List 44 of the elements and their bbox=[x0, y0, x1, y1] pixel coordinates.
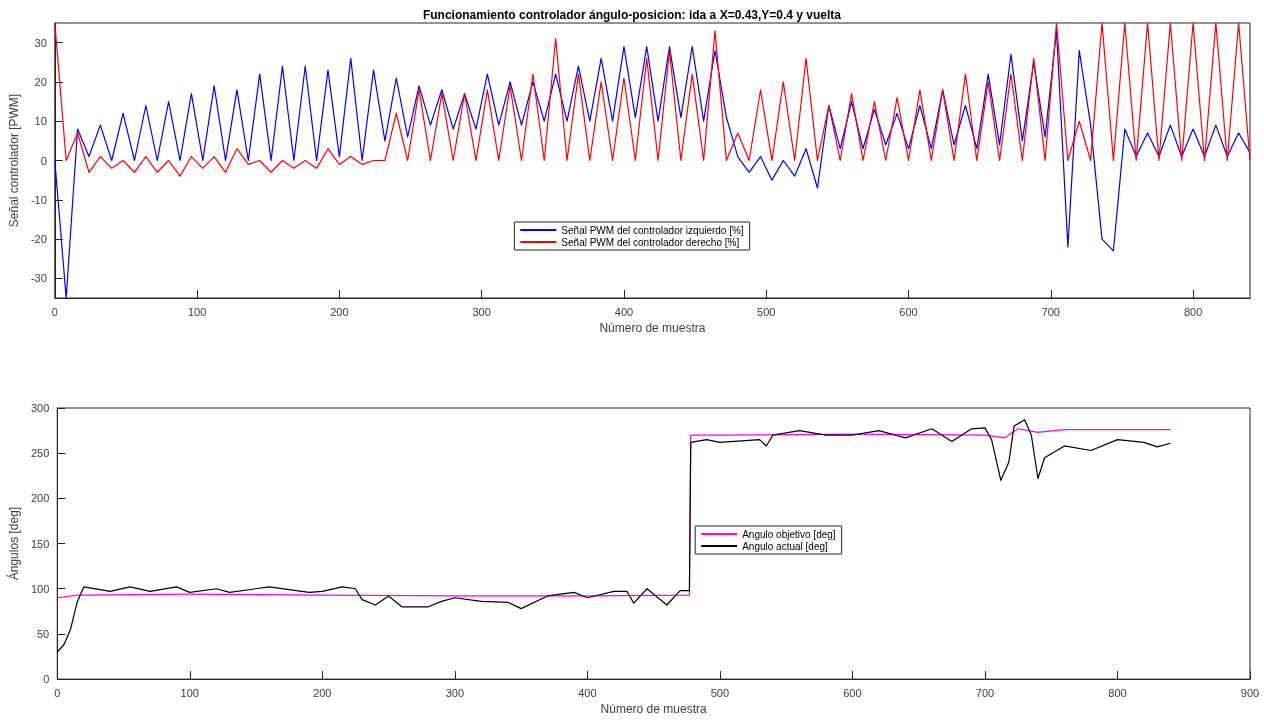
x-tick-label: 0 bbox=[54, 686, 61, 699]
y-tick-label: 30 bbox=[34, 36, 47, 49]
x-tick-label: 700 bbox=[975, 686, 995, 699]
y-tick-label: 0 bbox=[40, 154, 47, 167]
x-tick-label: 400 bbox=[578, 686, 597, 699]
line-series bbox=[54, 22, 1251, 177]
y-tick-label: -10 bbox=[30, 193, 47, 206]
x-tick-label: 300 bbox=[472, 305, 491, 318]
y-tick-label: -30 bbox=[30, 272, 47, 285]
y-tick-label: 10 bbox=[34, 115, 47, 128]
legend-label: Señal PWM del controlador derecho [%] bbox=[561, 236, 740, 248]
x-tick-label: 300 bbox=[445, 686, 465, 699]
x-tick-label: 100 bbox=[180, 686, 199, 699]
y-tick-label: 50 bbox=[37, 627, 50, 640]
x-axis-title: Número de muestra bbox=[599, 320, 706, 335]
x-tick-label: 500 bbox=[710, 686, 730, 699]
y-tick-label: 250 bbox=[30, 447, 50, 460]
legend-label: Señal PWM del controlador izquierdo [%] bbox=[561, 224, 744, 236]
x-tick-label: 0 bbox=[51, 305, 58, 318]
y-tick-label: 200 bbox=[30, 492, 50, 505]
x-tick-label: 600 bbox=[843, 686, 862, 699]
y-tick-label: 20 bbox=[34, 75, 47, 88]
x-axis-title: Número de muestra bbox=[600, 702, 707, 716]
x-tick-label: 100 bbox=[187, 305, 207, 318]
chart-title: Funcionamiento controlador ángulo-posicion: ida a X=0.43,Y=0.4 y vuelta bbox=[422, 8, 842, 22]
x-tick-label: 900 bbox=[1240, 686, 1260, 699]
x-tick-label: 400 bbox=[614, 305, 634, 318]
line-series bbox=[56, 419, 1172, 653]
y-tick-label: 0 bbox=[43, 673, 50, 686]
y-tick-label: 100 bbox=[30, 582, 50, 595]
x-tick-label: 800 bbox=[1108, 686, 1127, 699]
y-tick-label: 150 bbox=[30, 537, 50, 550]
y-axis-title: Ángulos [deg] bbox=[6, 506, 21, 581]
x-tick-label: 200 bbox=[313, 686, 332, 699]
x-tick-label: 600 bbox=[899, 305, 918, 318]
legend-label: Angulo objetivo [deg] bbox=[742, 528, 836, 540]
y-tick-label: 300 bbox=[30, 402, 50, 414]
x-tick-label: 800 bbox=[1183, 305, 1203, 318]
x-tick-label: 700 bbox=[1041, 305, 1060, 318]
y-axis-title: Señal controlador [PWM] bbox=[7, 93, 21, 228]
x-tick-label: 500 bbox=[757, 305, 776, 318]
y-tick-label: -20 bbox=[30, 233, 47, 246]
legend-label: Angulo actual [deg] bbox=[742, 540, 829, 552]
x-tick-label: 200 bbox=[330, 305, 349, 318]
